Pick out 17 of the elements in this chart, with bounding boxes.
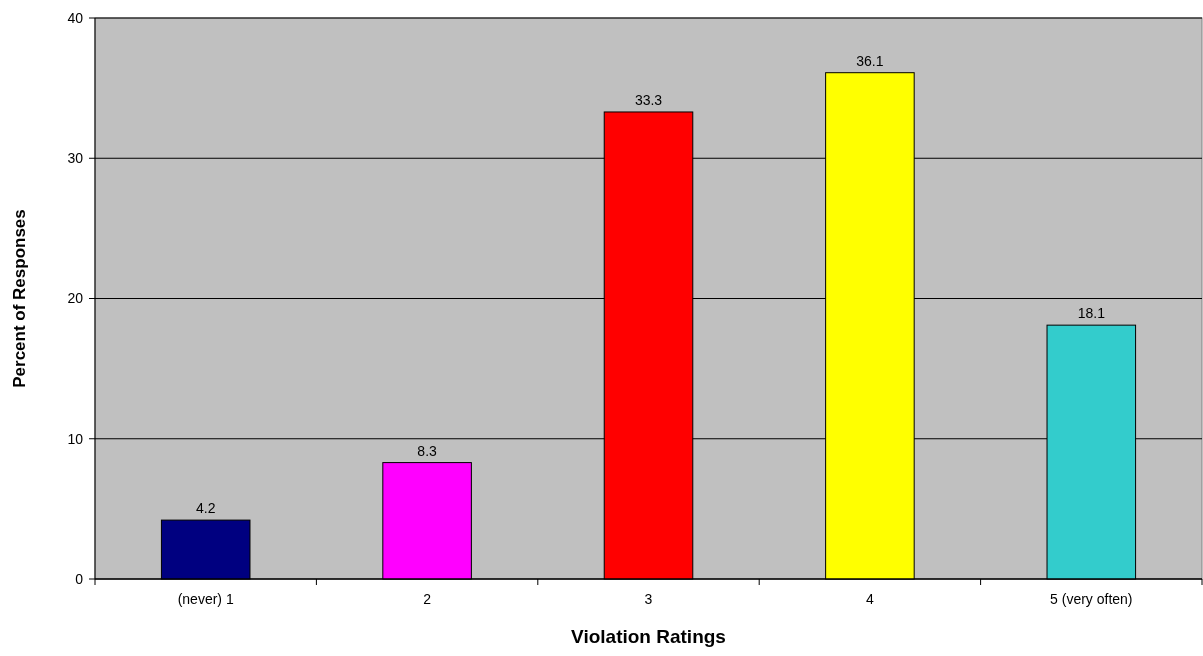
- y-axis-title: Percent of Responses: [10, 209, 29, 388]
- x-axis-title: Violation Ratings: [571, 626, 726, 647]
- x-tick-label: (never) 1: [177, 591, 234, 607]
- x-tick-label: 3: [644, 591, 653, 607]
- x-tick-label: 5 (very often): [1050, 591, 1133, 607]
- data-label: 33.3: [634, 91, 663, 108]
- x-tick-label: 4: [866, 591, 874, 607]
- y-tick-label: 40: [67, 9, 84, 26]
- data-label: 4.2: [195, 500, 216, 517]
- x-tick-label: 2: [423, 591, 432, 607]
- y-tick-label: 30: [67, 150, 84, 167]
- data-label: 36.1: [856, 52, 884, 69]
- data-label: 18.1: [1077, 305, 1106, 322]
- y-tick-label: 20: [67, 290, 84, 307]
- data-label: 8.3: [417, 442, 438, 459]
- y-tick-label: 0: [75, 570, 84, 587]
- y-tick-label: 10: [67, 430, 84, 447]
